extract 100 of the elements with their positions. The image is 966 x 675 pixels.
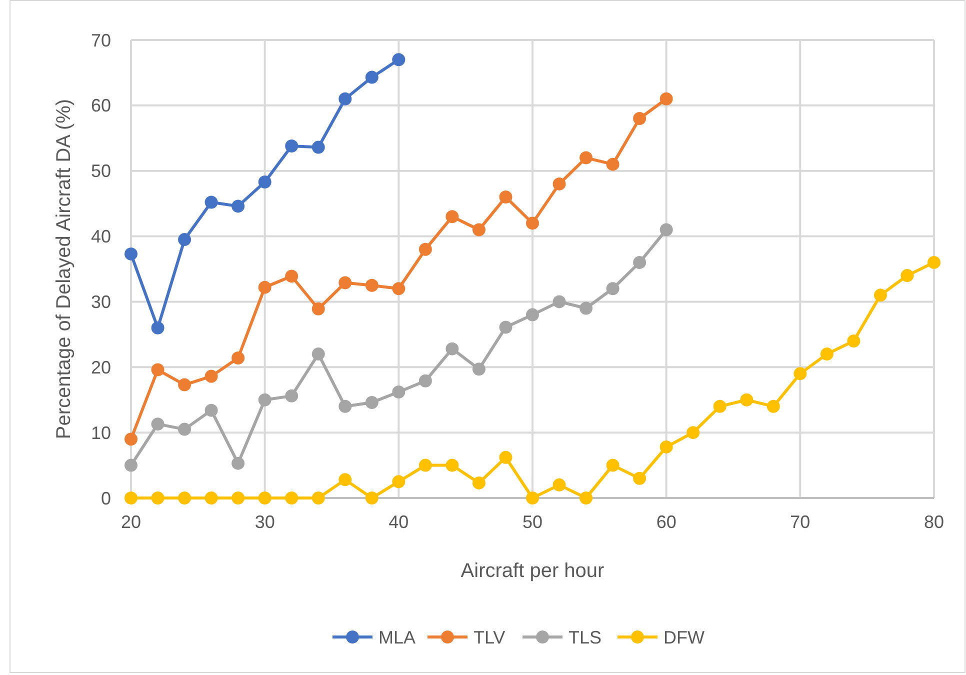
x-tick-label: 50 (522, 512, 543, 532)
point (338, 473, 352, 486)
x-tick-label: 20 (120, 512, 142, 532)
y-tick-label: 30 (90, 292, 111, 312)
point (258, 393, 272, 406)
point (794, 367, 807, 380)
legend-label: TLV (474, 627, 506, 648)
point (418, 458, 432, 472)
point (151, 418, 164, 431)
point (232, 200, 245, 213)
point (633, 256, 646, 269)
point (552, 177, 566, 190)
y-tick-label: 60 (90, 96, 111, 116)
point (392, 386, 406, 399)
point (392, 53, 406, 66)
point (472, 476, 486, 490)
point (526, 492, 539, 504)
point (526, 308, 539, 322)
point (151, 321, 164, 334)
point (312, 140, 325, 154)
point (552, 478, 566, 492)
point (660, 440, 673, 454)
point (606, 458, 620, 472)
point (606, 158, 620, 171)
point (928, 256, 940, 269)
point (178, 492, 192, 504)
point (124, 247, 138, 260)
x-tick-label: 80 (924, 512, 944, 532)
point (365, 492, 378, 504)
point (285, 492, 298, 504)
point (338, 92, 352, 106)
point (580, 302, 593, 315)
point (232, 351, 245, 364)
point (258, 175, 272, 188)
point (365, 396, 378, 409)
point (686, 426, 700, 440)
point (151, 363, 164, 376)
point (633, 472, 646, 485)
x-axis-title: Aircraft per hour (460, 560, 605, 582)
point (847, 334, 860, 348)
point (580, 151, 593, 164)
point (472, 362, 486, 376)
point (285, 389, 298, 402)
y-tick-label: 0 (100, 488, 111, 508)
point (365, 70, 378, 84)
point (204, 404, 218, 417)
point (446, 210, 459, 224)
point (713, 400, 726, 413)
point (874, 288, 887, 302)
point (258, 280, 272, 294)
point (660, 92, 673, 106)
point (499, 450, 512, 464)
y-tick-label: 10 (90, 422, 111, 443)
point (285, 270, 298, 283)
point (204, 370, 218, 383)
point (178, 378, 192, 392)
y-tick-label: 40 (90, 226, 111, 247)
point (418, 374, 432, 388)
legend-label: MLA (378, 627, 416, 648)
point (124, 492, 138, 504)
point (446, 342, 459, 356)
point (606, 282, 620, 296)
point (499, 320, 512, 334)
x-tick-label: 30 (254, 512, 275, 532)
y-tick-label: 20 (90, 357, 111, 378)
point (312, 348, 325, 361)
point (312, 302, 325, 316)
point (232, 456, 245, 470)
x-tick-label: 70 (790, 512, 810, 532)
point (338, 400, 352, 413)
point (178, 233, 192, 246)
point (820, 348, 834, 361)
point (418, 242, 432, 256)
point (526, 216, 539, 230)
point (392, 282, 406, 296)
point (204, 196, 218, 209)
point (499, 190, 512, 204)
point (580, 492, 593, 504)
point (151, 492, 164, 504)
y-axis-title: Percentage of Delayed Aircraft DA (%) (53, 98, 75, 440)
point (204, 492, 218, 504)
point (124, 432, 138, 446)
legend-label: DFW (664, 627, 704, 648)
point (900, 269, 914, 282)
point (285, 139, 298, 152)
point (338, 276, 352, 290)
y-tick-label: 50 (90, 161, 111, 182)
point (472, 223, 486, 236)
y-tick-label: 70 (90, 30, 111, 50)
point (178, 422, 192, 436)
point (740, 393, 754, 406)
point (766, 400, 780, 413)
point (446, 458, 459, 472)
legend-label: TLS (568, 627, 602, 648)
point (232, 492, 245, 504)
point (552, 295, 566, 308)
x-tick-label: 40 (388, 512, 409, 532)
point (258, 492, 272, 504)
point (124, 458, 138, 472)
point (633, 112, 646, 126)
